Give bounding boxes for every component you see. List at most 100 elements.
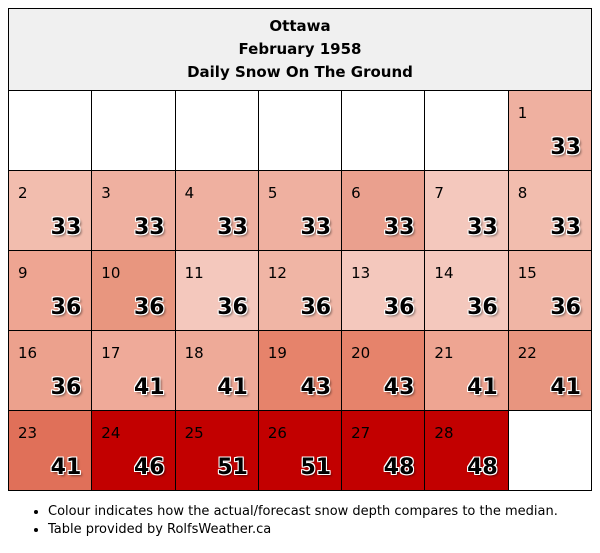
day-number: 6 xyxy=(351,184,361,202)
snow-depth-value: 33 xyxy=(217,215,248,240)
day-number: 28 xyxy=(434,424,454,442)
week-row: 1 33 xyxy=(7,90,593,171)
snow-depth-value: 33 xyxy=(383,215,415,240)
snow-depth-value: 46 xyxy=(133,455,165,480)
day-cell: 18 41 xyxy=(174,330,259,411)
day-number: 17 xyxy=(101,344,121,362)
empty-day-cell xyxy=(424,90,509,171)
chart-subtitle: Daily Snow On The Ground xyxy=(187,63,413,81)
day-cell: 16 36 xyxy=(7,330,93,411)
day-number: 14 xyxy=(434,264,454,282)
week-row: 23 41 24 46 25 51 26 51 27 48 28 48 xyxy=(7,410,593,491)
day-cell: 15 36 xyxy=(507,250,593,331)
month-title: February 1958 xyxy=(238,40,362,58)
day-cell: 10 36 xyxy=(91,250,176,331)
day-number: 1 xyxy=(517,104,528,122)
day-number: 24 xyxy=(101,424,121,442)
day-cell: 11 36 xyxy=(174,250,259,331)
snow-depth-value: 36 xyxy=(300,295,332,320)
day-cell: 1 33 xyxy=(507,90,593,171)
snow-depth-value: 41 xyxy=(133,375,165,400)
snow-depth-value: 41 xyxy=(217,375,248,400)
day-cell: 28 48 xyxy=(424,410,509,491)
day-number: 25 xyxy=(184,424,204,442)
empty-day-cell xyxy=(341,90,426,171)
day-cell: 14 36 xyxy=(424,250,509,331)
day-number: 23 xyxy=(18,424,38,442)
day-number: 5 xyxy=(267,184,278,202)
day-number: 21 xyxy=(434,344,454,362)
day-number: 11 xyxy=(184,264,204,282)
snow-depth-value: 36 xyxy=(50,295,82,320)
snow-depth-value: 33 xyxy=(550,135,581,160)
snow-depth-value: 36 xyxy=(467,295,498,320)
day-number: 12 xyxy=(267,264,287,282)
day-cell: 26 51 xyxy=(257,410,343,491)
snow-depth-value: 36 xyxy=(550,295,581,320)
day-cell: 27 48 xyxy=(341,410,426,491)
snow-depth-value: 33 xyxy=(550,215,581,240)
snow-depth-value: 33 xyxy=(467,215,498,240)
day-number: 10 xyxy=(101,264,121,282)
snow-depth-value: 33 xyxy=(50,215,82,240)
snow-depth-value: 48 xyxy=(467,455,498,480)
day-number: 3 xyxy=(101,184,111,202)
city-title: Ottawa xyxy=(269,17,331,35)
day-cell: 21 41 xyxy=(424,330,509,411)
footnote-colour: Colour indicates how the actual/forecast… xyxy=(48,503,558,521)
snow-depth-value: 33 xyxy=(300,215,332,240)
day-cell: 23 41 xyxy=(7,410,93,491)
day-number: 4 xyxy=(184,184,195,202)
snow-depth-value: 33 xyxy=(133,215,165,240)
day-cell: 3 33 xyxy=(91,170,176,251)
day-number: 8 xyxy=(517,184,528,202)
day-cell: 19 43 xyxy=(257,330,343,411)
day-cell: 13 36 xyxy=(341,250,426,331)
day-number: 27 xyxy=(351,424,371,442)
day-number: 18 xyxy=(184,344,204,362)
day-number: 9 xyxy=(18,264,28,282)
empty-day-cell xyxy=(507,410,593,491)
day-number: 15 xyxy=(517,264,537,282)
empty-day-cell xyxy=(257,90,343,171)
day-cell: 2 33 xyxy=(7,170,93,251)
day-number: 20 xyxy=(351,344,371,362)
snow-depth-value: 36 xyxy=(383,295,415,320)
day-cell: 20 43 xyxy=(341,330,426,411)
snow-calendar: Ottawa February 1958 Daily Snow On The G… xyxy=(7,8,593,491)
snow-depth-value: 51 xyxy=(300,455,332,480)
snow-depth-value: 41 xyxy=(467,375,498,400)
day-number: 13 xyxy=(351,264,371,282)
snow-depth-value: 51 xyxy=(217,455,248,480)
calendar-header: Ottawa February 1958 Daily Snow On The G… xyxy=(8,8,592,91)
footnotes: Colour indicates how the actual/forecast… xyxy=(30,503,558,539)
snow-depth-value: 36 xyxy=(50,375,82,400)
empty-day-cell xyxy=(7,90,93,171)
snow-depth-value: 36 xyxy=(133,295,165,320)
day-cell: 24 46 xyxy=(91,410,176,491)
day-cell: 8 33 xyxy=(507,170,593,251)
day-number: 22 xyxy=(517,344,537,362)
day-cell: 17 41 xyxy=(91,330,176,411)
day-cell: 7 33 xyxy=(424,170,509,251)
snow-depth-value: 48 xyxy=(383,455,415,480)
day-cell: 9 36 xyxy=(7,250,93,331)
week-row: 2 33 3 33 4 33 5 33 6 33 7 33 8 33 xyxy=(7,170,593,251)
day-number: 16 xyxy=(18,344,38,362)
calendar-body: 1 33 2 33 3 33 4 33 5 33 6 33 7 33 8 33 9 36 10 36 11 36 12 36 1… xyxy=(7,90,593,491)
day-cell: 5 33 xyxy=(257,170,343,251)
day-cell: 22 41 xyxy=(507,330,593,411)
snow-depth-value: 41 xyxy=(550,375,581,400)
snow-depth-value: 41 xyxy=(50,455,82,480)
snow-depth-value: 43 xyxy=(383,375,415,400)
week-row: 9 36 10 36 11 36 12 36 13 36 14 36 15 36 xyxy=(7,250,593,331)
week-row: 16 36 17 41 18 41 19 43 20 43 21 41 22 41 xyxy=(7,330,593,411)
day-number: 26 xyxy=(267,424,287,442)
day-number: 19 xyxy=(267,344,287,362)
day-cell: 4 33 xyxy=(174,170,259,251)
empty-day-cell xyxy=(91,90,176,171)
snow-depth-value: 43 xyxy=(300,375,332,400)
day-number: 2 xyxy=(18,184,28,202)
snow-depth-value: 36 xyxy=(217,295,248,320)
day-number: 7 xyxy=(434,184,444,202)
